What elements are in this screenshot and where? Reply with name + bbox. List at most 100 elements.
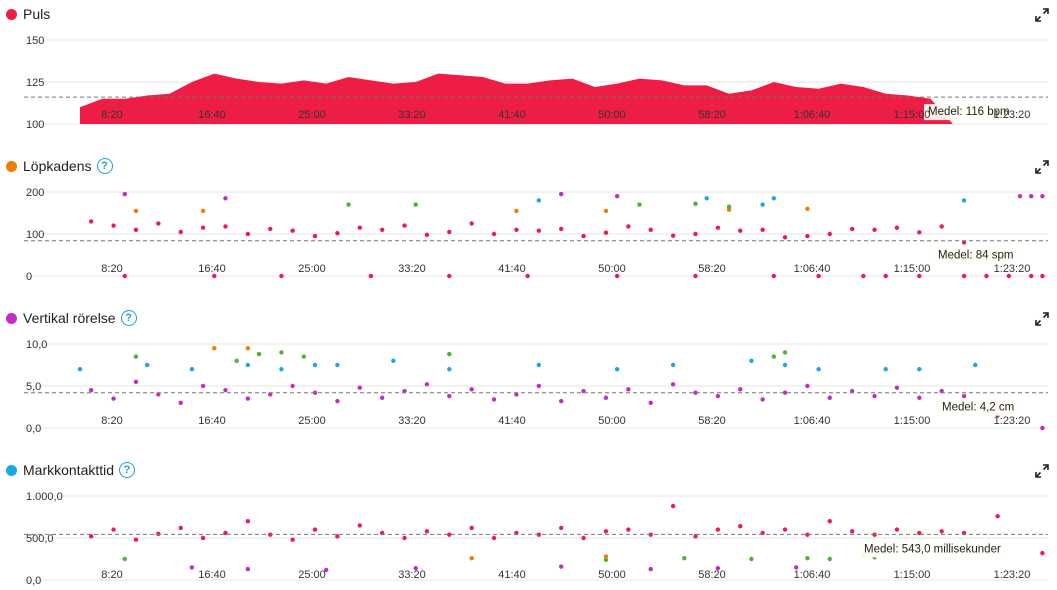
- data-point: [771, 196, 777, 201]
- x-tick-label: 41:40: [498, 109, 526, 121]
- data-point: [749, 358, 754, 363]
- expand-arrows-icon[interactable]: [1035, 8, 1049, 22]
- data-point: [984, 273, 989, 279]
- data-point: [1040, 550, 1045, 556]
- data-point: [178, 229, 183, 235]
- data-point: [726, 204, 732, 209]
- average-label: Medel: 4,2 cm: [942, 402, 1014, 414]
- data-point: [156, 221, 161, 226]
- data-point: [1029, 273, 1034, 279]
- data-point: [749, 556, 754, 562]
- data-point: [514, 392, 519, 397]
- data-point: [189, 367, 195, 372]
- data-point: [738, 228, 743, 233]
- data-point: [849, 529, 855, 534]
- x-tick-label: 25:00: [298, 569, 326, 581]
- data-point: [223, 196, 228, 201]
- data-point: [626, 387, 631, 392]
- data-point: [469, 525, 474, 531]
- data-point: [536, 362, 542, 368]
- data-point: [849, 388, 855, 394]
- data-point: [760, 397, 765, 402]
- data-point: [290, 383, 295, 389]
- x-tick-label: 25:00: [298, 109, 326, 121]
- x-tick-label: 16:40: [198, 569, 226, 581]
- data-point: [357, 385, 362, 390]
- data-point: [894, 225, 900, 230]
- ground-contact-chart: 1.000,0 500,0 0,0 Medel: 543,0 millisekunde…: [24, 491, 1048, 587]
- x-tick-label: 1:15:00: [894, 569, 931, 581]
- help-icon[interactable]: ?: [96, 158, 113, 174]
- expand-arrows-icon[interactable]: [1035, 160, 1049, 174]
- expand-arrows-icon[interactable]: [1035, 464, 1049, 478]
- data-point: [323, 567, 329, 573]
- average-label-bg: [934, 247, 1018, 264]
- average-label: Medel: 543,0 millisekunder: [864, 543, 1001, 555]
- data-point: [670, 503, 676, 509]
- x-tick-label: 33:20: [398, 569, 426, 581]
- x-tick-label: 8:20: [101, 415, 122, 427]
- data-point: [447, 351, 452, 357]
- x-tick-label: 8:20: [101, 263, 122, 275]
- data-point: [200, 383, 206, 389]
- data-point: [883, 367, 888, 372]
- data-point: [379, 395, 385, 400]
- data-point: [961, 273, 967, 279]
- data-point: [290, 228, 295, 233]
- data-point: [682, 555, 687, 561]
- data-point: [648, 227, 653, 232]
- heart-rate-area: [80, 73, 1043, 124]
- data-point: [939, 529, 944, 534]
- data-point: [368, 273, 374, 279]
- data-point: [670, 382, 676, 387]
- data-point: [279, 350, 284, 355]
- data-point: [357, 225, 362, 230]
- series-blue: [77, 358, 978, 372]
- data-point: [122, 556, 127, 562]
- x-tick-label: 1:15:00: [894, 415, 931, 427]
- data-point: [335, 362, 340, 368]
- series-green: [122, 555, 877, 563]
- data-point: [111, 527, 116, 532]
- average-label: Medel: 116 bpm: [928, 106, 1010, 118]
- data-point: [693, 534, 698, 539]
- data-point: [771, 273, 777, 279]
- data-point: [782, 362, 788, 368]
- help-icon[interactable]: ?: [120, 310, 137, 326]
- data-point: [413, 202, 418, 207]
- data-point: [312, 362, 318, 368]
- y-tick-label: 0,0: [26, 423, 41, 435]
- series-purple: [88, 379, 1045, 431]
- data-point: [402, 223, 407, 228]
- panel-header: Löpkadens ?: [6, 156, 113, 176]
- x-tick-label: 1:06:40: [794, 415, 831, 427]
- expand-arrows-icon[interactable]: [1035, 312, 1049, 326]
- average-label-bg: [938, 399, 1019, 416]
- series-orange: [212, 346, 251, 351]
- y-tick-label: 0: [26, 271, 32, 283]
- data-point: [603, 529, 609, 534]
- help-icon[interactable]: ?: [119, 462, 136, 478]
- data-point: [917, 367, 922, 372]
- panel-header: Puls: [6, 4, 50, 24]
- data-point: [816, 367, 821, 372]
- data-point: [279, 367, 284, 372]
- x-tick-label: 33:20: [398, 263, 426, 275]
- x-tick-label: 1:23:20: [994, 109, 1031, 121]
- y-tick-label: 5,0: [26, 381, 41, 393]
- panel-title: Puls: [23, 6, 51, 22]
- data-point: [782, 527, 788, 532]
- data-point: [614, 367, 620, 372]
- x-tick-label: 8:20: [101, 569, 122, 581]
- data-point: [234, 358, 239, 363]
- data-point: [536, 198, 542, 203]
- data-point: [335, 534, 340, 539]
- data-point: [1040, 194, 1045, 199]
- x-tick-label: 41:40: [498, 263, 526, 275]
- series-purple: [122, 191, 1045, 201]
- data-point: [1006, 273, 1012, 279]
- data-point: [715, 527, 721, 532]
- x-tick-label: 1:06:40: [794, 569, 831, 581]
- data-point: [1029, 194, 1034, 199]
- y-tick-label: 1.000,0: [26, 491, 63, 503]
